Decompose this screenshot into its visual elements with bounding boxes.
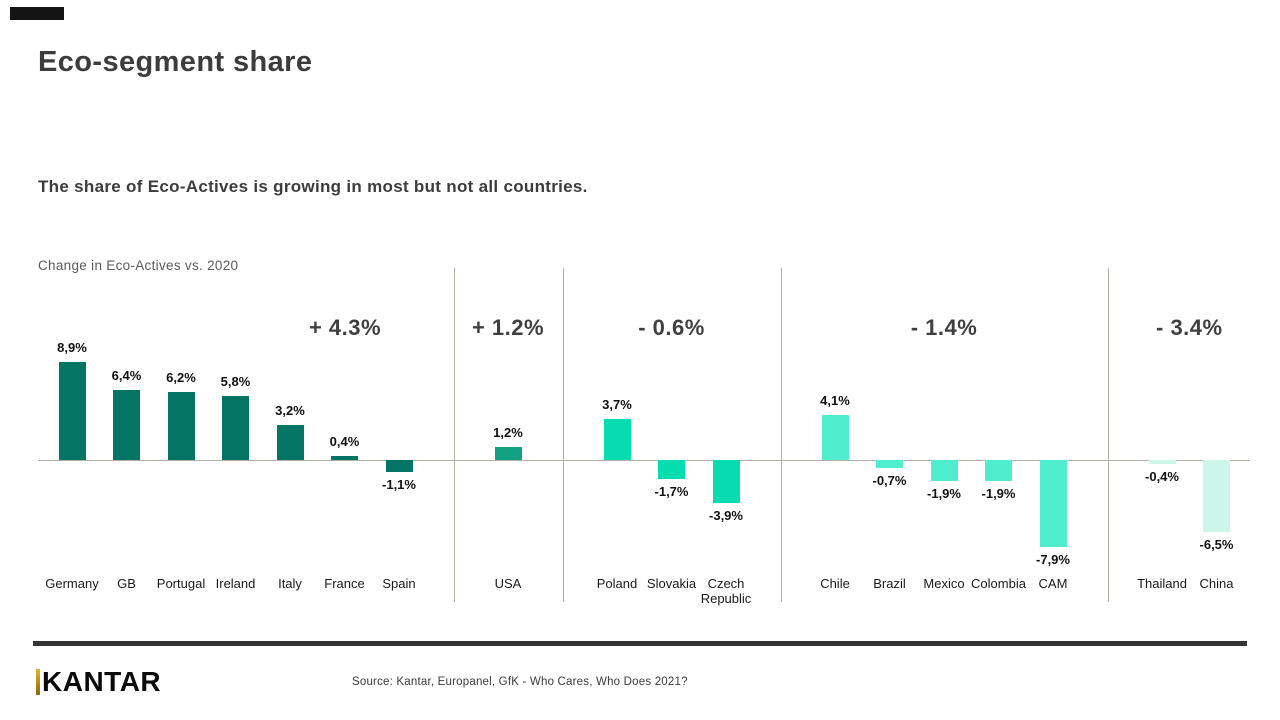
bar-slovakia xyxy=(658,460,685,479)
bar-thailand xyxy=(1148,460,1176,465)
category-label-france: France xyxy=(324,576,365,591)
bar-cam xyxy=(1039,460,1067,547)
category-label-czech-republic: Czech Republic xyxy=(700,576,752,606)
group-divider xyxy=(1107,268,1109,602)
value-label-slovakia: -1,7% xyxy=(654,483,689,499)
bar-germany xyxy=(58,362,86,460)
category-label-mexico: Mexico xyxy=(923,576,965,591)
bar-france xyxy=(331,455,358,460)
subtitle: The share of Eco-Actives is growing in m… xyxy=(38,177,588,196)
category-label-poland: Poland xyxy=(596,576,638,591)
bar-china xyxy=(1203,460,1230,532)
value-label-germany: 8,9% xyxy=(57,340,87,356)
category-label-germany: Germany xyxy=(45,576,99,591)
bar-spain xyxy=(385,460,413,473)
chart-axis-title: Change in Eco-Actives vs. 2020 xyxy=(38,258,239,273)
category-label-ireland: Ireland xyxy=(215,576,256,591)
value-label-gb: 6,4% xyxy=(111,367,142,383)
kantar-logo-gold-bar-icon xyxy=(36,669,40,695)
category-label-spain: Spain xyxy=(382,576,416,591)
bar-mexico xyxy=(930,460,958,481)
bar-portugal xyxy=(167,391,195,460)
value-label-poland: 3,7% xyxy=(602,397,632,413)
value-label-usa: 1,2% xyxy=(493,424,523,440)
value-label-china: -6,5% xyxy=(1199,536,1234,552)
kantar-logo-text: KANTAR xyxy=(42,666,162,697)
bar-poland xyxy=(603,419,631,460)
zero-axis-line xyxy=(38,460,1250,461)
bar-ireland xyxy=(222,396,249,460)
bar-usa xyxy=(494,446,522,460)
kantar-logo: KANTAR xyxy=(36,666,161,698)
footer-divider xyxy=(33,641,1247,646)
category-label-china: China xyxy=(1199,576,1234,591)
category-label-slovakia: Slovakia xyxy=(646,576,697,591)
group-divider xyxy=(780,268,782,602)
category-label-cam: CAM xyxy=(1038,576,1068,591)
group-average-label: + 1.2% xyxy=(471,315,545,340)
value-label-italy: 3,2% xyxy=(275,402,305,418)
value-label-czech-republic: -3,9% xyxy=(709,507,743,523)
category-label-brazil: Brazil xyxy=(873,576,906,591)
value-label-spain: -1,1% xyxy=(382,477,416,493)
value-label-colombia: -1,9% xyxy=(981,485,1016,501)
group-average-label: - 0.6% xyxy=(638,315,705,340)
category-label-portugal: Portugal xyxy=(156,576,206,591)
category-label-chile: Chile xyxy=(820,576,850,591)
value-label-france: 0,4% xyxy=(329,433,360,449)
value-label-mexico: -1,9% xyxy=(927,485,961,501)
value-label-cam: -7,9% xyxy=(1036,551,1070,567)
group-divider xyxy=(453,268,455,602)
value-label-ireland: 5,8% xyxy=(220,374,251,390)
category-label-colombia: Colombia xyxy=(971,576,1026,591)
bar-colombia xyxy=(985,460,1012,481)
category-label-gb: GB xyxy=(117,576,136,591)
page-title: Eco-segment share xyxy=(38,46,313,78)
value-label-portugal: 6,2% xyxy=(166,369,196,385)
group-divider xyxy=(562,268,564,602)
bar-gb xyxy=(113,389,140,460)
source-note: Source: Kantar, Europanel, GfK - Who Car… xyxy=(352,676,688,688)
category-label-italy: Italy xyxy=(278,576,302,591)
bar-italy xyxy=(276,424,304,460)
category-label-thailand: Thailand xyxy=(1137,576,1187,591)
slide-corner-mark xyxy=(10,7,64,20)
bar-brazil xyxy=(876,460,903,468)
group-average-label: + 4.3% xyxy=(308,315,382,340)
value-label-thailand: -0,4% xyxy=(1145,469,1179,485)
bar-chile xyxy=(821,414,849,460)
bar-czech-republic xyxy=(712,460,740,503)
group-average-label: - 3.4% xyxy=(1156,315,1223,340)
value-label-chile: 4,1% xyxy=(820,392,850,408)
group-average-label: - 1.4% xyxy=(910,315,978,340)
category-label-usa: USA xyxy=(494,576,522,591)
value-label-brazil: -0,7% xyxy=(872,472,907,488)
